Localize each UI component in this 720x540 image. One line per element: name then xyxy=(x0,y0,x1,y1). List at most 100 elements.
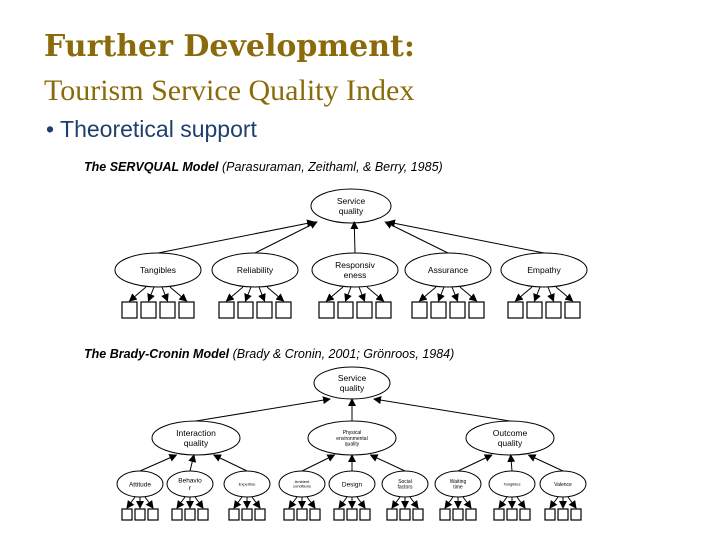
servqual-model-name: The SERVQUAL Model xyxy=(84,160,219,174)
servqual-dimension-label: Assurance xyxy=(428,265,468,275)
servqual-dimension-node xyxy=(404,252,492,288)
brady-indicator-box xyxy=(147,508,159,521)
brady-sub-arrow xyxy=(212,454,248,472)
brady-indicator-box xyxy=(283,508,295,521)
brady-indicator-arrow xyxy=(126,496,136,509)
servqual-indicator-arrow xyxy=(418,286,437,302)
brady-sub-arrow xyxy=(457,454,493,472)
servqual-indicator-arrow xyxy=(128,286,147,302)
brady-indicator-box xyxy=(493,508,505,521)
servqual-dimension-label: Responsiv eness xyxy=(335,260,375,280)
brady-indicator-arrow xyxy=(338,496,348,509)
servqual-dimension-label: Reliability xyxy=(237,265,274,275)
brady-indicator-box xyxy=(506,508,518,521)
brady-indicator-box xyxy=(346,508,358,521)
brady-indicator-box xyxy=(399,508,411,521)
title-line-1: Further Development: xyxy=(44,29,415,64)
servqual-indicator-arrow xyxy=(533,286,541,302)
servqual-indicator-arrow xyxy=(258,286,266,302)
brady-indicator-box xyxy=(121,508,133,521)
servqual-indicator-box xyxy=(159,301,176,319)
servqual-indicator-arrow xyxy=(555,286,574,302)
brady-indicator-arrow xyxy=(567,496,577,509)
brady-indicator-box xyxy=(309,508,321,521)
servqual-indicator-arrow xyxy=(344,286,352,302)
servqual-dimension-node xyxy=(311,252,399,288)
title-line-2: Tourism Service Quality Index xyxy=(44,74,415,107)
servqual-indicator-arrow xyxy=(325,286,344,302)
servqual-dimension-node xyxy=(211,252,299,288)
servqual-indicator-arrow xyxy=(451,286,459,302)
brady-indicator-arrow xyxy=(444,496,454,509)
brady-indicator-arrow xyxy=(391,496,401,509)
brady-sub-label: Behavio r xyxy=(178,478,202,492)
servqual-dimension-node xyxy=(114,252,202,288)
brady-sub-label: Valence xyxy=(554,482,572,488)
servqual-indicator-box xyxy=(545,301,562,319)
brady-primary-label: Interaction quality xyxy=(176,428,216,448)
brady-sub-label: Attitude xyxy=(129,481,151,488)
servqual-indicator-box xyxy=(140,301,157,319)
brady-indicator-arrow xyxy=(233,496,243,509)
servqual-dimension-arrow xyxy=(386,219,545,254)
brady-indicator-arrow xyxy=(498,496,508,509)
bullet-item: • Theoretical support xyxy=(46,116,257,142)
brady-indicator-arrow xyxy=(176,496,186,509)
servqual-citation: (Parasuraman, Zeithaml, & Berry, 1985) xyxy=(222,160,443,174)
brady-sub-label: Tangibles xyxy=(504,481,521,486)
servqual-indicator-arrow xyxy=(147,286,155,302)
servqual-indicator-arrow xyxy=(169,286,188,302)
brady-indicator-box xyxy=(452,508,464,521)
brady-sub-label: Design xyxy=(342,481,363,488)
brady-indicator-box xyxy=(570,508,582,521)
brady-root-label: Service quality xyxy=(338,373,367,393)
servqual-dimension-arrow xyxy=(254,221,318,254)
servqual-dimension-arrow xyxy=(157,219,316,254)
brady-indicator-box xyxy=(171,508,183,521)
servqual-indicator-box xyxy=(375,301,392,319)
brady-model-name: The Brady-Cronin Model xyxy=(84,347,230,361)
servqual-indicator-box xyxy=(564,301,581,319)
brady-primary-arrow xyxy=(373,396,511,422)
brady-indicator-arrow xyxy=(144,496,154,509)
brady-indicator-arrow xyxy=(516,496,526,509)
brady-indicator-arrow xyxy=(288,496,298,509)
brady-sub-label: Expertise xyxy=(239,481,256,486)
servqual-indicator-box xyxy=(275,301,292,319)
servqual-dimension-label: Empathy xyxy=(527,265,561,275)
servqual-indicator-arrow xyxy=(366,286,385,302)
servqual-indicator-box xyxy=(121,301,138,319)
servqual-indicator-box xyxy=(256,301,273,319)
servqual-indicator-box xyxy=(218,301,235,319)
servqual-indicator-arrow xyxy=(266,286,285,302)
brady-indicator-box xyxy=(254,508,266,521)
brady-indicator-box xyxy=(439,508,451,521)
brady-indicator-box xyxy=(412,508,424,521)
brady-indicator-box xyxy=(228,508,240,521)
servqual-dimension-label: Tangibles xyxy=(140,265,176,275)
brady-indicator-box xyxy=(134,508,146,521)
brady-indicator-arrow xyxy=(409,496,419,509)
servqual-dimension-arrow xyxy=(350,221,359,254)
brady-indicator-arrow xyxy=(251,496,261,509)
brady-citation: (Brady & Cronin, 2001; Grönroos, 1984) xyxy=(232,347,455,361)
servqual-indicator-arrow xyxy=(358,286,366,302)
brady-sub-arrow xyxy=(369,454,406,472)
brady-indicator-arrow xyxy=(194,496,204,509)
brady-indicator-box xyxy=(296,508,308,521)
servqual-root-label: Service quality xyxy=(337,196,366,216)
servqual-indicator-box xyxy=(411,301,428,319)
servqual-indicator-arrow xyxy=(514,286,533,302)
brady-indicator-box xyxy=(465,508,477,521)
servqual-indicator-box xyxy=(337,301,354,319)
servqual-indicator-box xyxy=(526,301,543,319)
brady-indicator-box xyxy=(184,508,196,521)
servqual-indicator-box xyxy=(507,301,524,319)
brady-primary-label: Physical environmental quality xyxy=(336,430,367,448)
brady-sub-arrow xyxy=(188,454,197,472)
servqual-indicator-box xyxy=(449,301,466,319)
brady-sub-arrow xyxy=(301,454,336,472)
servqual-indicator-arrow xyxy=(244,286,252,302)
bullet-text: Theoretical support xyxy=(60,116,257,142)
